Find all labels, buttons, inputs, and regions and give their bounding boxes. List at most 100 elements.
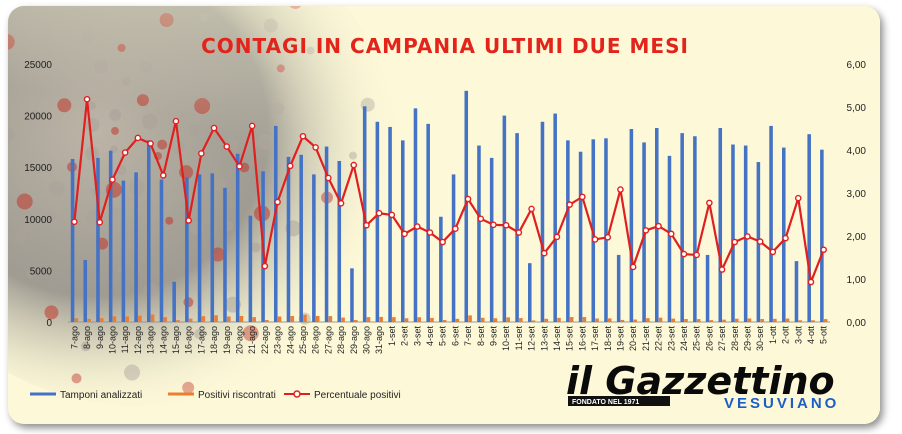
bar-tamponi (616, 254, 621, 322)
bar-tamponi (604, 138, 608, 322)
bar-positivi (671, 318, 676, 322)
x-tick-label: 9-set (488, 326, 498, 347)
x-tick-label: 10-set (501, 326, 511, 352)
x-tick-label: 2-set (400, 326, 410, 347)
bar-tamponi (324, 146, 329, 322)
x-tick-label: 25-set (692, 326, 702, 352)
bar-positivi (544, 318, 549, 322)
bar-positivi (811, 320, 815, 322)
x-tick-label: 20-set (628, 326, 638, 352)
left-tick-label: 5000 (30, 266, 53, 277)
point-percentuale (375, 209, 383, 217)
x-tick-label: 12-set (527, 326, 537, 352)
x-tick-label: 23-set (666, 326, 676, 352)
x-tick-label: 2-ott (781, 326, 791, 345)
bar-positivi (341, 317, 345, 322)
bar-positivi (506, 317, 510, 322)
bar-positivi (557, 317, 561, 322)
point-percentuale (71, 218, 78, 226)
point-percentuale (172, 117, 180, 125)
bar-tamponi (781, 147, 786, 322)
x-tick-label: 9-ago (95, 326, 105, 349)
bar-positivi (404, 318, 409, 322)
point-percentuale (502, 221, 510, 229)
x-tick-label: 21-ago (247, 326, 257, 354)
point-percentuale (286, 162, 294, 170)
legend-item-positivi: Positivi riscontrati (168, 390, 276, 401)
logo-tag-text: FONDATO NEL 1971 (572, 399, 639, 406)
bar-positivi (201, 316, 206, 322)
bar-positivi (379, 316, 383, 322)
x-tick-label: 8-set (476, 326, 486, 347)
bar-tamponi (807, 134, 811, 322)
x-axis-labels: 7-ago 8-ago 9-ago 10-ago 11-ago 12-ago 13-ago 1… (69, 326, 828, 355)
x-tick-label: 30-set (755, 326, 765, 352)
bar-positivi (823, 319, 828, 322)
bar-tamponi (197, 174, 202, 322)
point-percentuale (121, 149, 129, 156)
point-percentuale (401, 230, 408, 238)
point-percentuale (820, 246, 827, 254)
bar-tamponi (553, 113, 557, 322)
bar-tamponi (426, 123, 430, 322)
x-tick-label: 24-ago (285, 326, 295, 354)
line-percentuale (73, 99, 825, 287)
x-tick-label: 26-ago (311, 326, 321, 354)
bar-tamponi (273, 125, 278, 322)
x-tick-label: 22-set (654, 326, 664, 352)
x-tick-label: 28-ago (336, 326, 346, 354)
bar-tamponi (629, 129, 634, 322)
bar-positivi (112, 316, 117, 322)
bar-positivi (392, 317, 396, 322)
bar-positivi (646, 318, 650, 322)
right-tick-label: 4,00 (847, 146, 867, 157)
point-percentuale (337, 200, 345, 207)
point-percentuale (617, 186, 624, 193)
bar-positivi (214, 315, 218, 322)
gazzettino-logo: il Gazzettino FONDATO NEL 1971 VESUVIANO (566, 362, 836, 412)
chart-frame: CONTAGI IN CAMPANIA ULTIMI DUE MESI 0 500… (8, 6, 880, 424)
bar-tamponi (83, 260, 88, 322)
point-percentuale (159, 172, 167, 179)
x-tick-label: 4-ott (806, 326, 816, 345)
point-percentuale (299, 132, 307, 140)
right-axis: 0,00 1,00 2,00 3,00 4,00 5,00 6,00 (847, 60, 867, 329)
bar-positivi (468, 315, 472, 322)
bar-tamponi (667, 155, 672, 322)
legend-label-percentuale: Percentuale positivi (314, 390, 401, 401)
bar-positivi (417, 317, 422, 322)
point-percentuale (680, 250, 688, 258)
bar-positivi (493, 318, 498, 322)
point-percentuale (83, 95, 91, 103)
bar-positivi (125, 316, 129, 322)
point-percentuale (312, 144, 319, 151)
x-tick-label: 26-set (704, 326, 714, 352)
bar-positivi (569, 317, 574, 322)
left-tick-label: 20000 (24, 112, 52, 123)
x-tick-label: 18-ago (209, 326, 219, 354)
point-percentuale (769, 248, 777, 256)
bar-tamponi (108, 150, 113, 322)
bar-tamponi (210, 173, 215, 322)
point-percentuale (579, 193, 586, 201)
bar-tamponi (185, 177, 189, 322)
bar-positivi (138, 315, 142, 322)
bar-tamponi (489, 157, 494, 322)
bar-positivi (150, 314, 155, 322)
x-tick-label: 16-set (577, 326, 587, 352)
point-percentuale (667, 230, 675, 238)
bar-tamponi (794, 261, 799, 322)
point-percentuale (744, 233, 751, 240)
x-tick-label: 8-ago (82, 326, 92, 349)
right-tick-label: 3,00 (847, 189, 867, 200)
bar-positivi (785, 318, 790, 322)
legend: Tamponi analizzati Positivi riscontrati … (30, 390, 401, 401)
bar-positivi (277, 316, 282, 322)
point-percentuale (553, 233, 561, 241)
point-percentuale (185, 217, 192, 224)
point-percentuale (96, 218, 104, 226)
bar-tamponi (159, 179, 164, 322)
x-tick-label: 11-set (514, 326, 524, 351)
point-percentuale (604, 233, 612, 241)
bar-positivi (239, 315, 244, 322)
